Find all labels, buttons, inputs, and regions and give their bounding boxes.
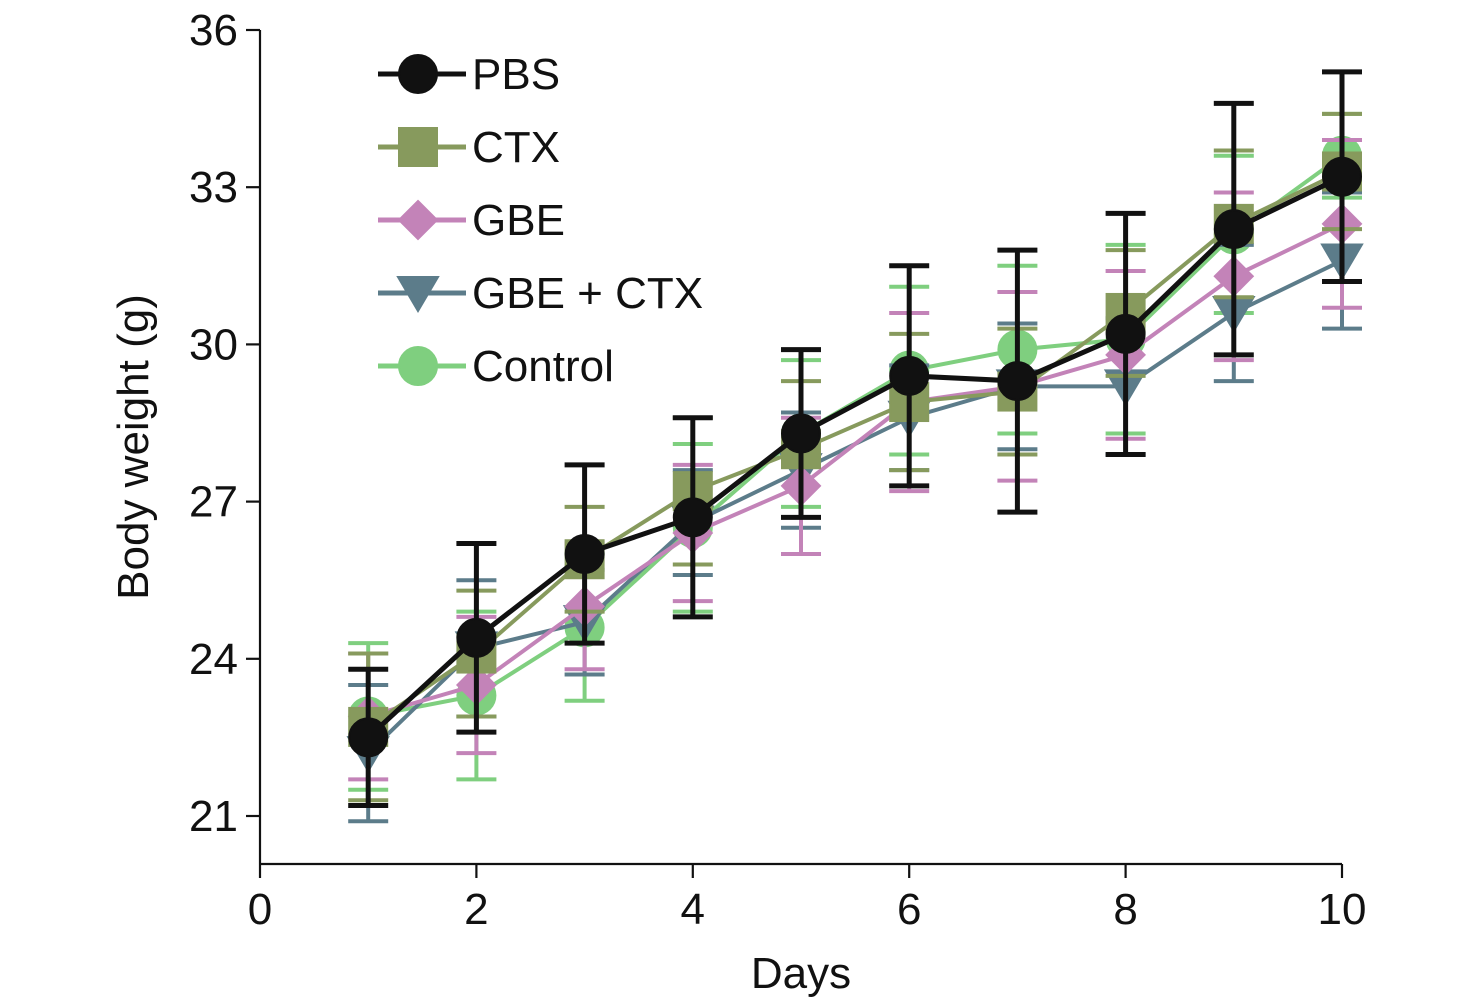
- legend-item-gbe: GBE: [378, 196, 565, 245]
- legend: PBS CTX GBE GBE + CTX Control: [378, 50, 703, 391]
- y-tick-label: 24: [189, 635, 238, 684]
- data-point: [781, 413, 821, 454]
- y-tick-label: 27: [189, 478, 238, 527]
- legend-item-pbs: PBS: [378, 50, 560, 99]
- data-point: [1105, 313, 1146, 354]
- data-point: [1213, 209, 1254, 250]
- x-tick-label: 2: [464, 885, 488, 934]
- y-tick-label: 36: [189, 6, 238, 55]
- legend-label: CTX: [472, 123, 560, 172]
- data-point: [997, 361, 1038, 402]
- legend-marker: [396, 276, 440, 313]
- y-tick-label: 30: [189, 320, 238, 369]
- legend-label: PBS: [472, 50, 560, 99]
- data-point: [1322, 156, 1362, 197]
- legend-label: Control: [472, 342, 614, 391]
- y-axis-title: Body weight (g): [109, 294, 158, 600]
- series-line: [366, 258, 1343, 755]
- x-tick-label: 0: [248, 885, 272, 934]
- series-line: [367, 169, 1343, 729]
- x-axis-title: Days: [751, 949, 851, 998]
- series-layer: [346, 69, 1364, 824]
- legend-item-control: Control: [378, 342, 614, 391]
- legend-marker: [397, 199, 439, 241]
- data-point: [889, 355, 930, 396]
- x-tick-label: 4: [681, 885, 705, 934]
- data-point: [348, 717, 389, 758]
- legend-marker: [398, 346, 438, 386]
- legend-label: GBE + CTX: [472, 269, 703, 318]
- series-line: [367, 222, 1343, 719]
- legend-marker: [398, 127, 438, 167]
- y-tick-label: 33: [189, 163, 238, 212]
- legend-item-gbe-ctx: GBE + CTX: [378, 269, 703, 318]
- series-pbs: [348, 69, 1362, 809]
- data-point: [672, 497, 713, 538]
- data-point: [564, 534, 605, 574]
- y-tick-label: 21: [189, 792, 238, 841]
- x-tick-label: 6: [897, 885, 921, 934]
- x-tick-label: 10: [1318, 885, 1367, 934]
- legend-label: GBE: [472, 196, 565, 245]
- legend-marker: [398, 54, 438, 94]
- series-line: [366, 174, 1344, 740]
- data-point: [456, 617, 497, 658]
- x-tick-label: 8: [1113, 885, 1137, 934]
- legend-item-ctx: CTX: [378, 123, 560, 172]
